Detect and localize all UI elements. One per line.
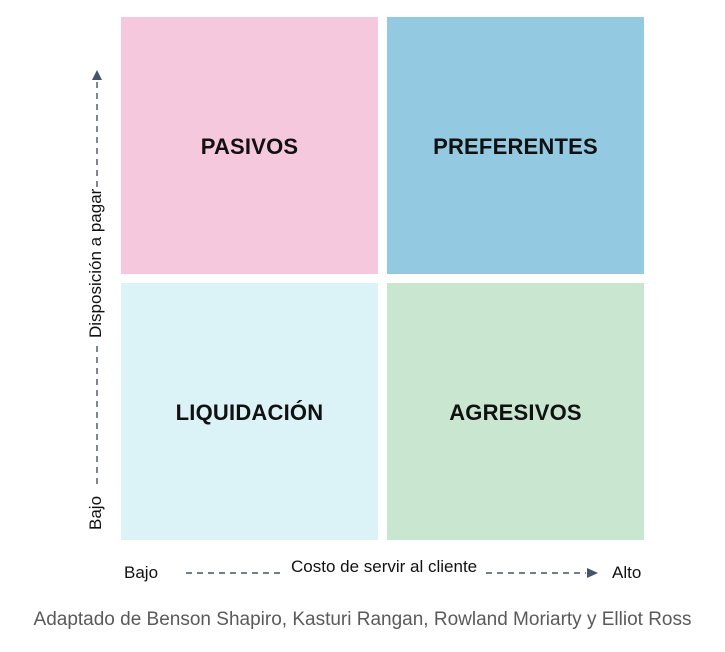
quadrant-label-pasivos: PASIVOS bbox=[200, 134, 299, 159]
quadrant-label-preferentes: PREFERENTES bbox=[433, 134, 598, 159]
x-axis-low-label: Bajo bbox=[124, 563, 159, 582]
x-axis-title: Costo de servir al cliente bbox=[291, 557, 478, 576]
y-axis-title: Disposición a pagar bbox=[86, 188, 105, 338]
source-caption: Adaptado de Benson Shapiro, Kasturi Rang… bbox=[33, 609, 692, 630]
y-axis-low-label: Bajo bbox=[86, 495, 105, 530]
quadrant-agresivos: AGRESIVOS bbox=[387, 283, 644, 540]
quadrant-label-liquidacion: LIQUIDACIÓN bbox=[175, 400, 324, 425]
quadrant-liquidacion: LIQUIDACIÓN bbox=[121, 283, 378, 540]
y-axis-arrowhead bbox=[92, 70, 102, 80]
quadrant-pasivos: PASIVOS bbox=[121, 17, 378, 274]
x-axis-arrowhead bbox=[587, 568, 598, 578]
quadrant-preferentes: PREFERENTES bbox=[387, 17, 644, 274]
x-axis-high-label: Alto bbox=[612, 563, 642, 582]
quadrant-label-agresivos: AGRESIVOS bbox=[449, 400, 582, 425]
